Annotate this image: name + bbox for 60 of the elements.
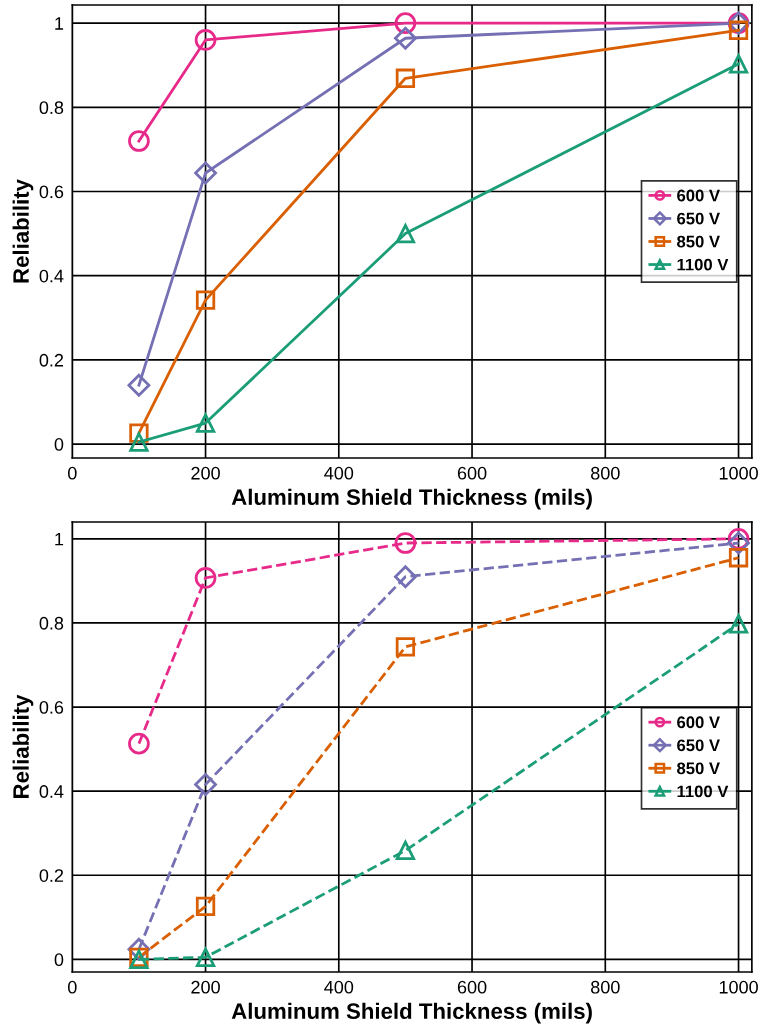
y-tick-label: 0.2 [39,353,64,367]
point [394,565,417,589]
point [395,68,416,88]
point [394,532,417,554]
point [129,432,149,452]
point [195,290,216,310]
legend-label: 650 V [677,739,720,752]
legend-label: 850 V [677,762,720,775]
point [394,12,417,34]
point [194,567,217,589]
point [728,548,749,568]
x-axis-title: Aluminum Shield Thickness (mils) [231,1002,592,1024]
y-tick-label: 0 [54,953,64,967]
y-tick-label: 1 [55,532,64,546]
x-tick-label: 200 [191,980,220,994]
legend-label: 1100 V [677,785,729,798]
legend-label: 650 V [677,212,720,225]
x-tick-label: 600 [457,980,487,994]
x-tick-label: 200 [191,466,220,480]
point [194,29,217,51]
point [195,896,216,917]
y-tick-label: 0.6 [39,185,64,199]
point [395,223,416,244]
y-tick-label: 0.4 [39,785,64,798]
y-tick-label: 0.6 [39,700,64,714]
y-tick-label: 0.4 [39,269,64,283]
point [395,840,416,861]
point [128,732,150,755]
point [195,413,216,433]
point [195,947,216,967]
legend-label: 1100 V [677,258,729,271]
y-axis-title: Reliability [12,694,34,798]
x-tick-label: 1000 [719,466,758,480]
x-tick-label: 400 [324,980,354,994]
y-tick-label: 0.2 [39,869,64,882]
x-tick-label: 800 [591,466,620,480]
point [394,26,417,50]
point [194,773,217,796]
x-tick-label: 400 [324,466,354,480]
y-tick-label: 0.8 [39,616,64,630]
point [728,614,749,634]
x-axis-title: Aluminum Shield Thickness (mils) [231,488,592,510]
point [128,130,150,152]
legend-label: 850 V [677,235,720,248]
x-tick-label: 0 [67,980,77,994]
y-tick-label: 0.8 [39,101,64,115]
x-tick-label: 600 [457,466,487,480]
y-axis-title: Reliability [12,179,34,283]
legend-label: 600 V [677,189,720,202]
point [728,54,749,74]
point [127,373,151,397]
point [728,20,749,40]
x-tick-label: 800 [591,980,620,994]
x-tick-label: 0 [67,466,77,480]
legend-label: 600 V [677,716,720,729]
point [194,161,217,185]
point [395,637,416,657]
x-tick-label: 1000 [719,980,758,994]
y-tick-label: 1 [55,17,64,30]
y-tick-label: 0 [54,438,64,451]
